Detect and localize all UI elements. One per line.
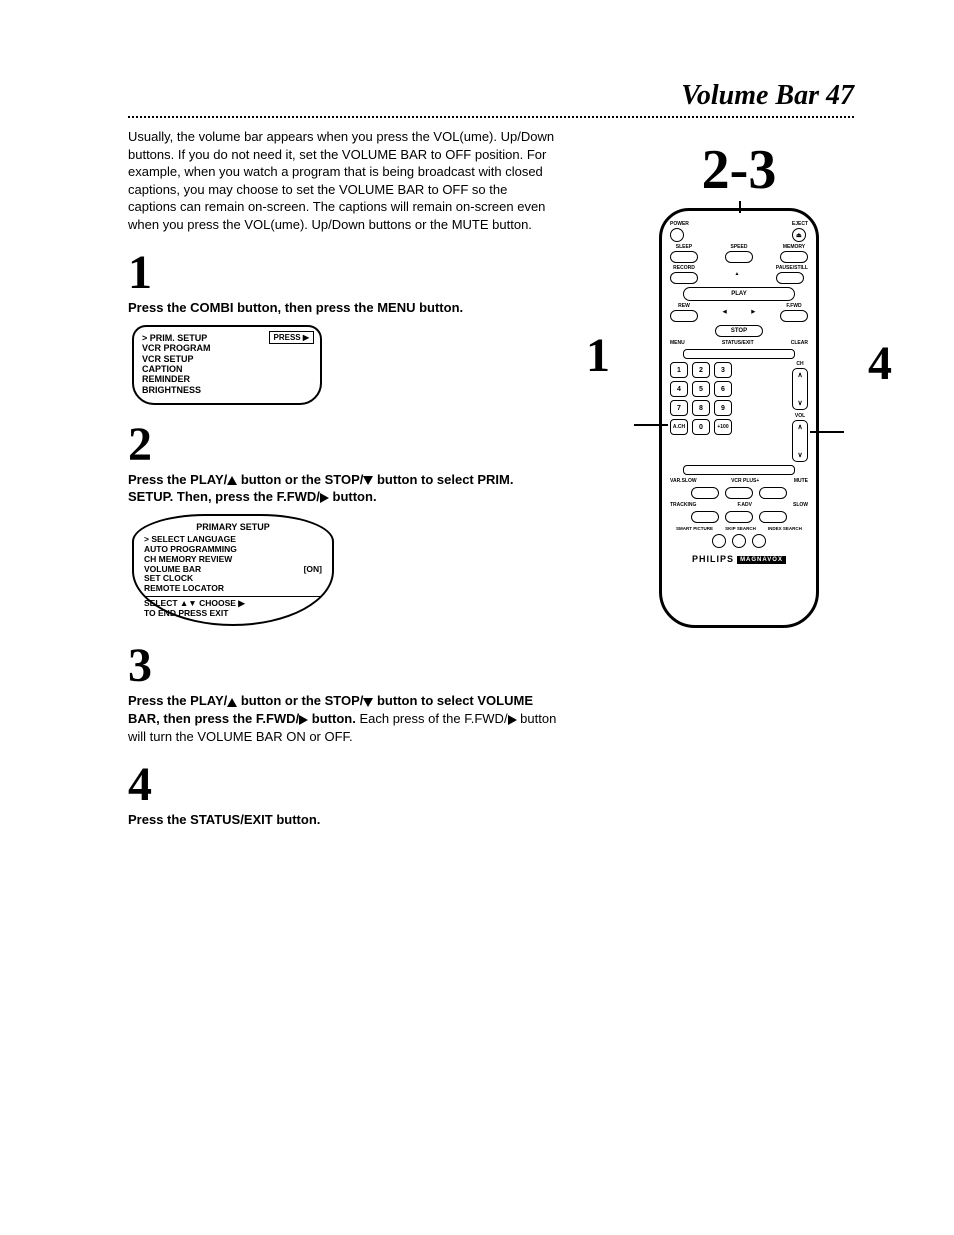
step-1-number: 1 xyxy=(128,249,558,297)
press-badge: PRESS ▶ xyxy=(269,331,315,344)
index-button xyxy=(752,534,766,548)
key-0: 0 xyxy=(692,419,710,435)
key-100: +100 xyxy=(714,419,732,435)
step-2-text: Press the PLAY/ button or the STOP/ butt… xyxy=(128,471,558,506)
brand: PHILIPSMAGNAVOX xyxy=(670,554,808,564)
eject-button: ⏏ xyxy=(792,228,806,242)
fadv-button xyxy=(725,511,753,523)
step-3-text: Press the PLAY/ button or the STOP/ butt… xyxy=(128,692,558,745)
remote-body: POWER EJECT⏏ SLEEP SPEED MEMORY RECORD ▲… xyxy=(659,208,819,628)
divider xyxy=(128,116,854,118)
menu-bar xyxy=(683,349,795,359)
triangle-right-icon xyxy=(299,715,308,725)
menu1-item: CAPTION xyxy=(142,364,312,374)
callout-2-3: 2-3 xyxy=(624,138,854,202)
menu1-item: BRIGHTNESS xyxy=(142,385,312,395)
key-9: 9 xyxy=(714,400,732,416)
key-4: 4 xyxy=(670,381,688,397)
callout-1: 1 xyxy=(586,328,610,383)
menu-screen-1: PRESS ▶ PRIM. SETUP VCR PROGRAM VCR SETU… xyxy=(132,325,322,405)
tracking-button xyxy=(691,511,719,523)
rew-button xyxy=(670,310,698,322)
stop-button: STOP xyxy=(715,325,763,337)
menu-screen-2: PRIMARY SETUP SELECT LANGUAGE AUTO PROGR… xyxy=(132,514,334,626)
triangle-down-icon xyxy=(363,476,373,485)
menu2-header: PRIMARY SETUP xyxy=(144,522,322,532)
page-title: Volume Bar 47 xyxy=(128,80,854,112)
record-button xyxy=(670,272,698,284)
slow-button xyxy=(759,511,787,523)
key-5: 5 xyxy=(692,381,710,397)
callout-4: 4 xyxy=(868,336,892,391)
menu1-item: REMINDER xyxy=(142,374,312,384)
step-1-text: Press the COMBI button, then press the M… xyxy=(128,299,558,317)
key-2: 2 xyxy=(692,362,710,378)
triangle-up-icon xyxy=(227,476,237,485)
triangle-up-icon xyxy=(227,698,237,707)
menu2-item: REMOTE LOCATOR xyxy=(144,584,322,594)
key-8: 8 xyxy=(692,400,710,416)
smart-button xyxy=(712,534,726,548)
step-2-number: 2 xyxy=(128,421,558,469)
key-7: 7 xyxy=(670,400,688,416)
menu1-item: VCR SETUP xyxy=(142,354,312,364)
key-3: 3 xyxy=(714,362,732,378)
power-button xyxy=(670,228,684,242)
ffwd-button xyxy=(780,310,808,322)
skip-button xyxy=(732,534,746,548)
key-1: 1 xyxy=(670,362,688,378)
triangle-right-icon xyxy=(508,715,517,725)
combi-bar xyxy=(683,465,795,475)
key-6: 6 xyxy=(714,381,732,397)
menu1-item: VCR PROGRAM xyxy=(142,343,312,353)
intro-text: Usually, the volume bar appears when you… xyxy=(128,128,558,233)
triangle-right-icon xyxy=(320,493,329,503)
remote-diagram: 2-3 1 4 POWER EJECT⏏ SLEEP SPEED MEMORY xyxy=(624,138,854,628)
triangle-down-icon xyxy=(363,698,373,707)
memory-button xyxy=(780,251,808,263)
step-4-number: 4 xyxy=(128,761,558,809)
menu2-footer: TO END PRESS EXIT xyxy=(144,609,322,619)
play-button: PLAY xyxy=(683,287,795,301)
speed-button xyxy=(725,251,753,263)
key-ach: A.CH xyxy=(670,419,688,435)
mute-button xyxy=(759,487,787,499)
sleep-button xyxy=(670,251,698,263)
vol-rocker: ∧∨ xyxy=(792,420,808,462)
step-4-text: Press the STATUS/EXIT button. xyxy=(128,811,558,829)
step-3-number: 3 xyxy=(128,642,558,690)
pause-button xyxy=(776,272,804,284)
ch-rocker: ∧∨ xyxy=(792,368,808,410)
vcrplus-button xyxy=(725,487,753,499)
varslow-button xyxy=(691,487,719,499)
